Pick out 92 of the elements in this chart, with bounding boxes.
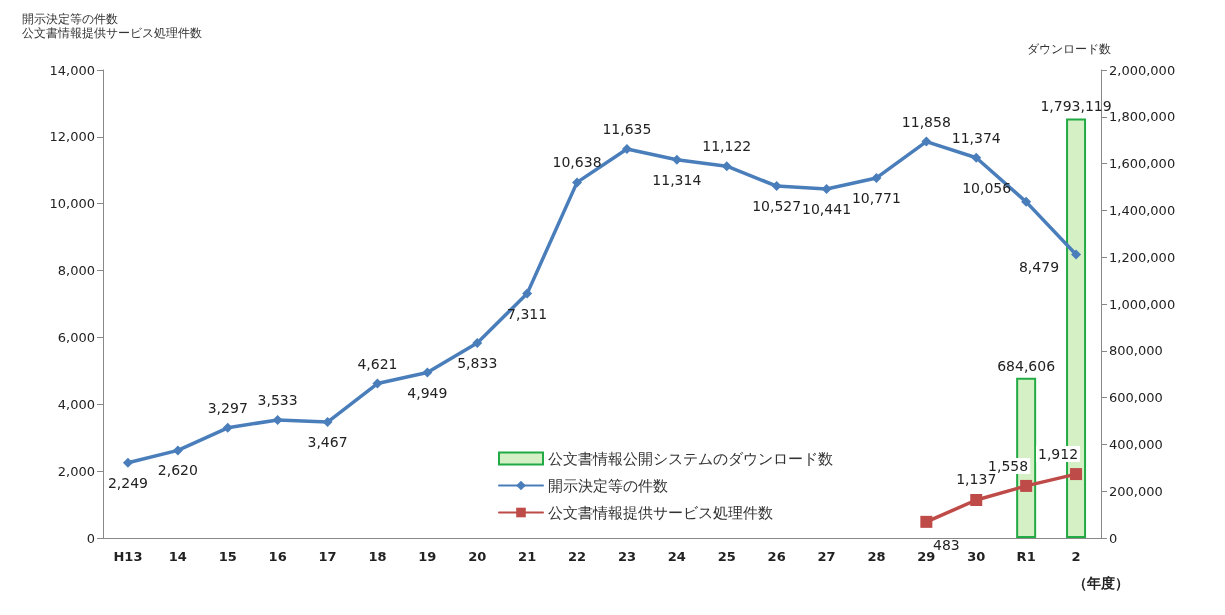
legend-label: 公文書情報公開システムのダウンロード数: [548, 449, 833, 468]
point: [970, 493, 983, 506]
y2-tick-label: 800,000: [1109, 343, 1163, 359]
data-label: 11,374: [951, 129, 1001, 146]
x-axis-title: （年度）: [1073, 575, 1129, 591]
point: [522, 288, 533, 299]
data-label: 4,621: [357, 355, 398, 372]
point: [871, 172, 882, 183]
x-tick-label: 25: [717, 549, 736, 564]
point: [621, 144, 632, 155]
data-label: 5,833: [457, 355, 498, 372]
y2-tick-label: 1,000,000: [1109, 296, 1176, 312]
y-tick-label: 4,000: [57, 396, 95, 412]
data-label: 1,912: [1038, 446, 1079, 463]
x-tick-label: 20: [468, 549, 487, 564]
point: [920, 515, 933, 528]
data-label: 11,122: [702, 138, 752, 155]
y2-tick-label: 1,800,000: [1109, 109, 1176, 125]
x-tick-label: 21: [518, 549, 537, 564]
data-label: 2,249: [107, 474, 148, 491]
x-tick-label: 22: [568, 549, 587, 564]
point: [222, 422, 233, 433]
point: [1020, 479, 1033, 492]
point: [322, 417, 333, 428]
point: [372, 378, 383, 389]
x-tick-label: R1: [1016, 549, 1036, 564]
data-label: 3,533: [257, 391, 298, 408]
text: 公文書情報提供サービス処理件数: [22, 26, 202, 40]
point: [472, 338, 483, 349]
x-tick-label: 2: [1071, 549, 1081, 564]
point: [572, 177, 583, 188]
point: [1070, 468, 1083, 481]
y-tick-label: 12,000: [49, 129, 95, 145]
x-tick-label: 24: [667, 549, 686, 564]
data-label: 1,558: [988, 457, 1029, 474]
data-label: 10,527: [752, 198, 802, 215]
y2-tick-label: 400,000: [1109, 436, 1163, 452]
point: [671, 154, 682, 165]
y2-tick-label: 1,200,000: [1109, 249, 1176, 265]
y2-tick-label: 0: [1109, 530, 1118, 546]
point: [272, 414, 283, 425]
x-tick-label: 18: [368, 549, 387, 564]
data-label: 10,056: [962, 179, 1012, 196]
y2-tick-label: 600,000: [1109, 390, 1163, 406]
data-label: 10,441: [802, 200, 852, 217]
data-label: 11,635: [602, 121, 652, 138]
point: [1021, 196, 1032, 207]
point: [771, 181, 782, 192]
y-tick-label: 14,000: [49, 62, 95, 78]
data-label: 8,479: [1018, 258, 1060, 275]
data-label: 7,311: [507, 305, 548, 322]
data-label: 10,638: [552, 154, 602, 171]
point: [821, 183, 832, 194]
data-label: 684,606: [997, 357, 1056, 374]
y2-axis-title: ダウンロード数: [1027, 42, 1111, 56]
x-tick-label: 15: [218, 549, 237, 564]
data-label: 3,297: [207, 399, 248, 416]
point: [122, 457, 133, 468]
point: [172, 445, 183, 456]
y-tick-label: 6,000: [57, 329, 95, 345]
x-tick-label: 14: [168, 549, 187, 564]
x-tick-label: 27: [817, 549, 836, 564]
x-tick-label: 30: [967, 549, 986, 564]
data-label: 10,771: [851, 189, 901, 206]
data-label: 11,858: [901, 113, 951, 130]
x-tick-label: 19: [418, 549, 437, 564]
data-label: 2,620: [157, 462, 198, 479]
legend-label: 公文書情報提供サービス処理件数: [548, 503, 773, 522]
x-tick-label: 26: [767, 549, 786, 564]
x-tick-label: H13: [113, 549, 143, 564]
data-label: 11,314: [652, 171, 702, 188]
x-tick-label: 28: [867, 549, 886, 564]
x-tick-label: 17: [318, 549, 337, 564]
y-tick-label: 8,000: [57, 263, 95, 279]
legend-label: 開示決定等の件数: [548, 476, 668, 495]
y2-tick-label: 1,600,000: [1109, 156, 1176, 172]
point: [921, 136, 932, 147]
y2-tick-label: 1,400,000: [1109, 202, 1176, 218]
point: [721, 161, 732, 172]
x-tick-label: 23: [617, 549, 636, 564]
y-tick-label: 2,000: [57, 463, 95, 479]
y2-tick-label: 200,000: [1109, 483, 1163, 499]
point: [422, 367, 433, 378]
data-label: 4,949: [407, 384, 448, 401]
data-label: 3,467: [307, 434, 348, 451]
y-tick-label: 10,000: [49, 196, 95, 212]
y-tick-label: 0: [86, 530, 95, 546]
point: [1071, 249, 1082, 260]
text: 開示決定等の件数: [22, 12, 118, 26]
y2-tick-label: 2,000,000: [1109, 62, 1176, 78]
x-tick-label: 16: [268, 549, 287, 564]
point: [971, 152, 982, 163]
